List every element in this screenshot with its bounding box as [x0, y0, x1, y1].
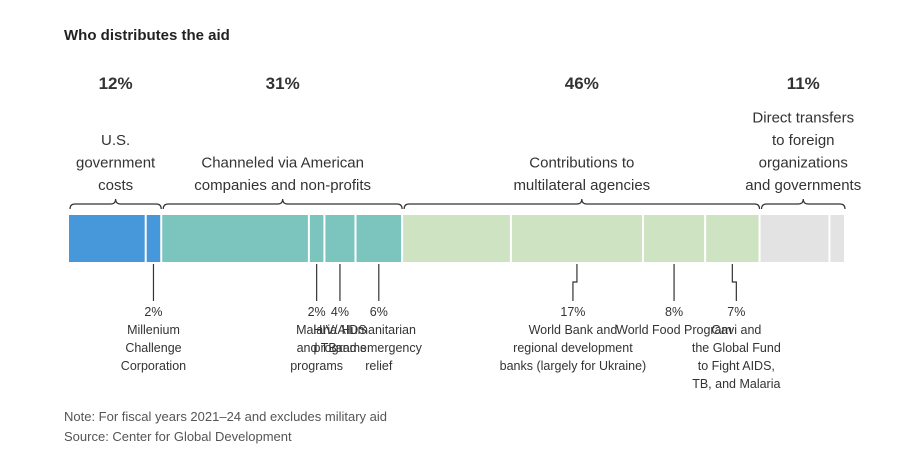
segment-label: to Fight AIDS,: [698, 359, 775, 373]
group-percent: 12%: [99, 74, 133, 93]
group-label: and governments: [745, 177, 861, 194]
group-label: organizations: [759, 155, 848, 172]
bar-segment: [325, 215, 355, 262]
bar-segment: [69, 215, 145, 262]
bar-segment: [643, 215, 705, 262]
group-bracket: [162, 198, 403, 210]
segment-label: and TB: [297, 341, 337, 355]
segment-label: Millenium: [127, 323, 180, 337]
segment-label: relief: [365, 359, 393, 373]
segment-label: Corporation: [121, 359, 186, 373]
group-percent: 46%: [565, 74, 599, 93]
bar-segment: [830, 215, 844, 262]
group-label: multilateral agencies: [513, 177, 650, 194]
segment-label: regional development: [513, 341, 633, 355]
segment-label: banks (largely for Ukraine): [500, 359, 647, 373]
group-label: Contributions to: [529, 155, 634, 172]
segment-label: HIV/AIDS: [313, 323, 367, 337]
leader-line: [731, 264, 737, 301]
bar-segment: [403, 215, 510, 262]
bar-segment: [760, 215, 829, 262]
segment-label: Humanitarian: [342, 323, 416, 337]
segment-label: programs: [290, 359, 343, 373]
segment-label: 8%: [665, 305, 683, 319]
segment-label: Challenge: [125, 341, 181, 355]
chart-source: Source: Center for Global Development: [64, 429, 292, 444]
group-bracket: [403, 198, 761, 210]
bar-segment: [162, 215, 308, 262]
group-label: to foreign: [772, 132, 835, 149]
segment-label: 17%: [560, 305, 585, 319]
group-label: companies and non-profits: [194, 177, 371, 194]
segment-label: 2%: [144, 305, 162, 319]
bar-segment: [356, 215, 402, 262]
group-label: costs: [98, 177, 133, 194]
group-label: Channeled via American: [201, 155, 364, 172]
segment-label: World Bank and: [529, 323, 618, 337]
segment-label: the Global Fund: [692, 341, 781, 355]
segment-label: Gavi and: [711, 323, 761, 337]
group-bracket: [69, 198, 162, 210]
group-bracket: [760, 198, 846, 210]
group-percent: 31%: [266, 74, 300, 93]
bar-segment: [146, 215, 161, 262]
chart-note: Note: For fiscal years 2021–24 and exclu…: [64, 409, 387, 424]
bar-segment: [511, 215, 642, 262]
segment-label: Malaria: [296, 323, 337, 337]
group-percent: 11%: [787, 74, 820, 93]
leader-line: [572, 264, 578, 301]
chart-title: Who distributes the aid: [64, 27, 230, 44]
segment-label: 7%: [727, 305, 745, 319]
segment-label: World Food Program: [616, 323, 732, 337]
segment-label: 2%: [308, 305, 326, 319]
segment-label: 4%: [331, 305, 349, 319]
segment-label: 6%: [370, 305, 388, 319]
group-label: Direct transfers: [752, 110, 854, 127]
segment-label: programs: [314, 341, 367, 355]
segment-label: and emergency: [336, 341, 423, 355]
group-label: U.S.: [101, 132, 130, 149]
bar-segment: [309, 215, 324, 262]
group-label: government: [76, 155, 156, 172]
bar-segment: [706, 215, 759, 262]
segment-label: TB, and Malaria: [692, 377, 780, 391]
